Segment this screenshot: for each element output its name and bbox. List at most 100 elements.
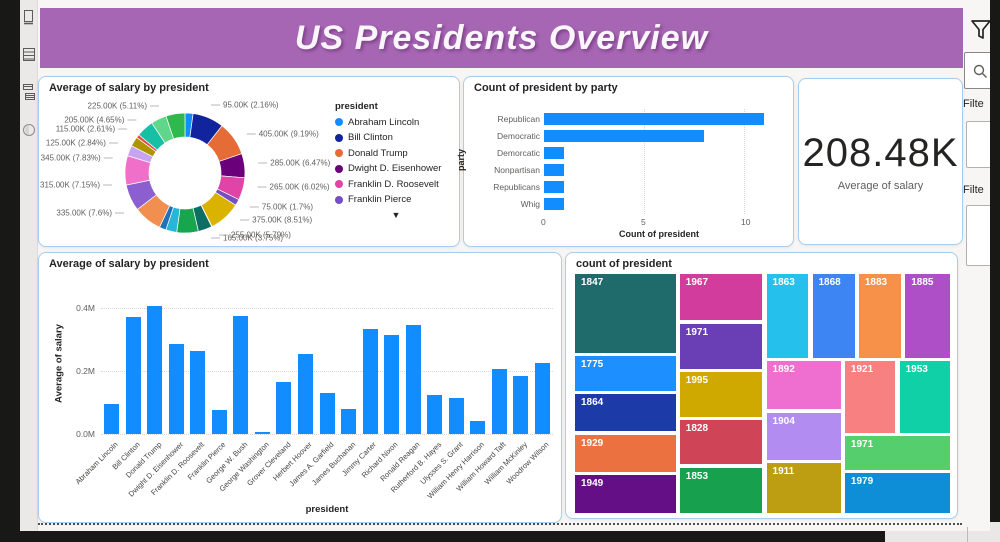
gridline bbox=[101, 371, 553, 372]
page-resize-border[interactable] bbox=[38, 523, 962, 525]
treemap-tile-1847[interactable]: 1847 bbox=[574, 273, 677, 354]
legend-item-label: Abraham Lincoln bbox=[348, 116, 420, 128]
legend-color-dot bbox=[335, 118, 343, 126]
salary-bar-william-mckinley[interactable] bbox=[513, 375, 529, 434]
treemap-tile-1904[interactable]: 1904 bbox=[765, 411, 842, 461]
donut-data-label: 405.00K (9.19%) bbox=[259, 130, 319, 139]
treemap-tile-1979[interactable]: 1979 bbox=[843, 472, 951, 514]
legend-item-dwight-d-eisenhower[interactable]: Dwight D. Eisenhower bbox=[335, 163, 457, 174]
treemap-tile-1864[interactable]: 1864 bbox=[574, 393, 677, 433]
treemap-tile-1921[interactable]: 1921 bbox=[843, 360, 897, 434]
party-bar-nonpartisan[interactable] bbox=[544, 164, 564, 176]
treemap-tile-1828[interactable]: 1828 bbox=[678, 419, 764, 466]
treemap-tile-1775[interactable]: 1775 bbox=[574, 355, 677, 392]
legend-item-label: Bill Clinton bbox=[348, 132, 393, 143]
party-chart-title: Count of president by party bbox=[474, 82, 618, 94]
donut-legend: president Abraham Lincoln Bill Clinton Don… bbox=[335, 101, 457, 220]
treemap-tile-1868[interactable]: 1868 bbox=[811, 273, 856, 360]
salary-bar-ulysses-s-grant[interactable] bbox=[448, 397, 464, 434]
right-corner-patch bbox=[990, 522, 1000, 533]
page-title: US Presidents Overview bbox=[294, 18, 709, 57]
party-bar-democratic[interactable] bbox=[544, 130, 704, 142]
treemap-card: count of president 1847 1775 1864 1929 1949 1… bbox=[565, 252, 958, 519]
salary-bar-george-w-bush[interactable] bbox=[233, 315, 249, 434]
salary-bar-bill-clinton[interactable] bbox=[125, 317, 141, 434]
salary-bar-william-howard-taft[interactable] bbox=[491, 369, 507, 434]
party-bar-republicans[interactable] bbox=[544, 181, 564, 193]
salary-bar-james-buchanan[interactable] bbox=[341, 408, 357, 434]
treemap-tile-1863[interactable]: 1863 bbox=[765, 273, 810, 360]
treemap-tile-label: 1775 bbox=[581, 359, 604, 371]
party-bar-republican[interactable] bbox=[544, 113, 764, 125]
treemap-tile-label: 1868 bbox=[818, 277, 841, 288]
party-y-axis-title: party bbox=[456, 148, 467, 172]
app-right-edge bbox=[990, 0, 1000, 522]
donut-data-label: 205.00K (4.65%) bbox=[64, 116, 124, 125]
data-view-icon[interactable] bbox=[22, 47, 36, 62]
salary-bar-grover-cleveland[interactable] bbox=[276, 382, 292, 434]
treemap-tile-label: 1929 bbox=[581, 437, 604, 449]
salary-bar-donald-trump[interactable] bbox=[147, 306, 163, 434]
salary-bar-richard-nixon[interactable] bbox=[384, 334, 400, 434]
treemap-tile-1995[interactable]: 1995 bbox=[678, 371, 764, 418]
salary-bar-dwight-d-eisenhower[interactable] bbox=[168, 344, 184, 434]
dataverse-icon[interactable] bbox=[22, 123, 36, 137]
salary-bar-franklin-d-roosevelt[interactable] bbox=[190, 350, 206, 434]
salary-bar-ronald-reagan[interactable] bbox=[405, 325, 421, 434]
treemap-tile-1885[interactable]: 1885 bbox=[904, 273, 951, 360]
legend-item-abraham-lincoln[interactable]: Abraham Lincoln bbox=[335, 117, 457, 128]
salary-bar-james-a-garfield[interactable] bbox=[319, 393, 335, 434]
treemap-tile-1971[interactable]: 1971 bbox=[843, 435, 951, 471]
party-bar-whig[interactable] bbox=[544, 198, 564, 210]
legend-item-bill-clinton[interactable]: Bill Clinton bbox=[335, 132, 457, 143]
treemap-tile-label: 1911 bbox=[772, 466, 795, 478]
kpi-card: 208.48K Average of salary bbox=[798, 78, 963, 245]
treemap-tile-1953[interactable]: 1953 bbox=[898, 360, 951, 434]
report-view-icon[interactable] bbox=[22, 10, 35, 25]
treemap-tile-label: 1953 bbox=[905, 364, 928, 376]
model-view-icon[interactable] bbox=[22, 84, 36, 101]
party-bar-demorcatic[interactable] bbox=[544, 147, 564, 159]
salary-bar-rutherford-b-hayes[interactable] bbox=[427, 394, 443, 434]
treemap-tile-1949[interactable]: 1949 bbox=[574, 473, 677, 514]
treemap-tile-label: 1883 bbox=[864, 277, 888, 288]
legend-color-dot bbox=[335, 133, 343, 142]
party-x-axis-title: Count of president bbox=[619, 229, 699, 239]
legend-item-franklin-pierce[interactable]: Franklin Pierce bbox=[335, 194, 457, 205]
legend-item-donald-trump[interactable]: Donald Trump bbox=[335, 148, 457, 159]
donut-chart: 95.00K (2.16%) 405.00K (9.19%) 285.00K (6.… bbox=[40, 101, 331, 243]
legend-scroll-down-icon[interactable]: ▼ bbox=[391, 209, 401, 220]
salary-bar-george-washington[interactable] bbox=[254, 432, 270, 434]
treemap-tile-1883[interactable]: 1883 bbox=[857, 273, 902, 360]
treemap-tile-label: 1904 bbox=[772, 415, 795, 427]
salary-bar-woodrow-wilson[interactable] bbox=[534, 363, 550, 434]
treemap-tile-1971[interactable]: 1971 bbox=[678, 322, 764, 370]
filter-search-input[interactable] bbox=[964, 52, 995, 89]
treemap-tile-label: 1885 bbox=[911, 277, 934, 288]
legend-item-franklin-d-roosevelt[interactable]: Franklin D. Roosevelt bbox=[335, 179, 457, 190]
legend-title: president bbox=[335, 101, 378, 112]
donut-data-label: 255.00K (5.79%) bbox=[231, 231, 291, 240]
treemap-tile-label: 1995 bbox=[685, 375, 709, 387]
filter-card-label-2: Filte bbox=[963, 184, 984, 196]
treemap-tile-1929[interactable]: 1929 bbox=[574, 433, 677, 473]
treemap-plot: 1847 1775 1864 1929 1949 1967 1971 1995 1828 1853… bbox=[574, 273, 951, 514]
treemap-tile-1967[interactable]: 1967 bbox=[678, 273, 764, 322]
salary-bar-abraham-lincoln[interactable] bbox=[104, 404, 120, 434]
treemap-tile-1892[interactable]: 1892 bbox=[765, 360, 842, 411]
donut-slice-woodrow-wilson[interactable] bbox=[165, 112, 186, 140]
treemap-tile-1911[interactable]: 1911 bbox=[765, 462, 842, 514]
gridline bbox=[744, 109, 745, 214]
donut-data-label: 165.00K (3.75%) bbox=[223, 234, 283, 243]
salary-bar-herbert-hoover[interactable] bbox=[297, 353, 313, 434]
salary-bar-jimmy-carter[interactable] bbox=[362, 328, 378, 434]
donut-data-label: 125.00K (2.84%) bbox=[46, 139, 106, 148]
column-y-axis-title: Average of salary bbox=[53, 324, 65, 403]
report-title-banner: US Presidents Overview bbox=[40, 8, 963, 68]
treemap-tile-1853[interactable]: 1853 bbox=[678, 466, 764, 514]
salary-bar-william-henry-harrison[interactable] bbox=[470, 421, 486, 434]
party-x-tick: 10 bbox=[741, 217, 751, 227]
donut-data-label: 285.00K (6.47%) bbox=[270, 159, 330, 168]
salary-bar-franklin-pierce[interactable] bbox=[211, 410, 227, 434]
